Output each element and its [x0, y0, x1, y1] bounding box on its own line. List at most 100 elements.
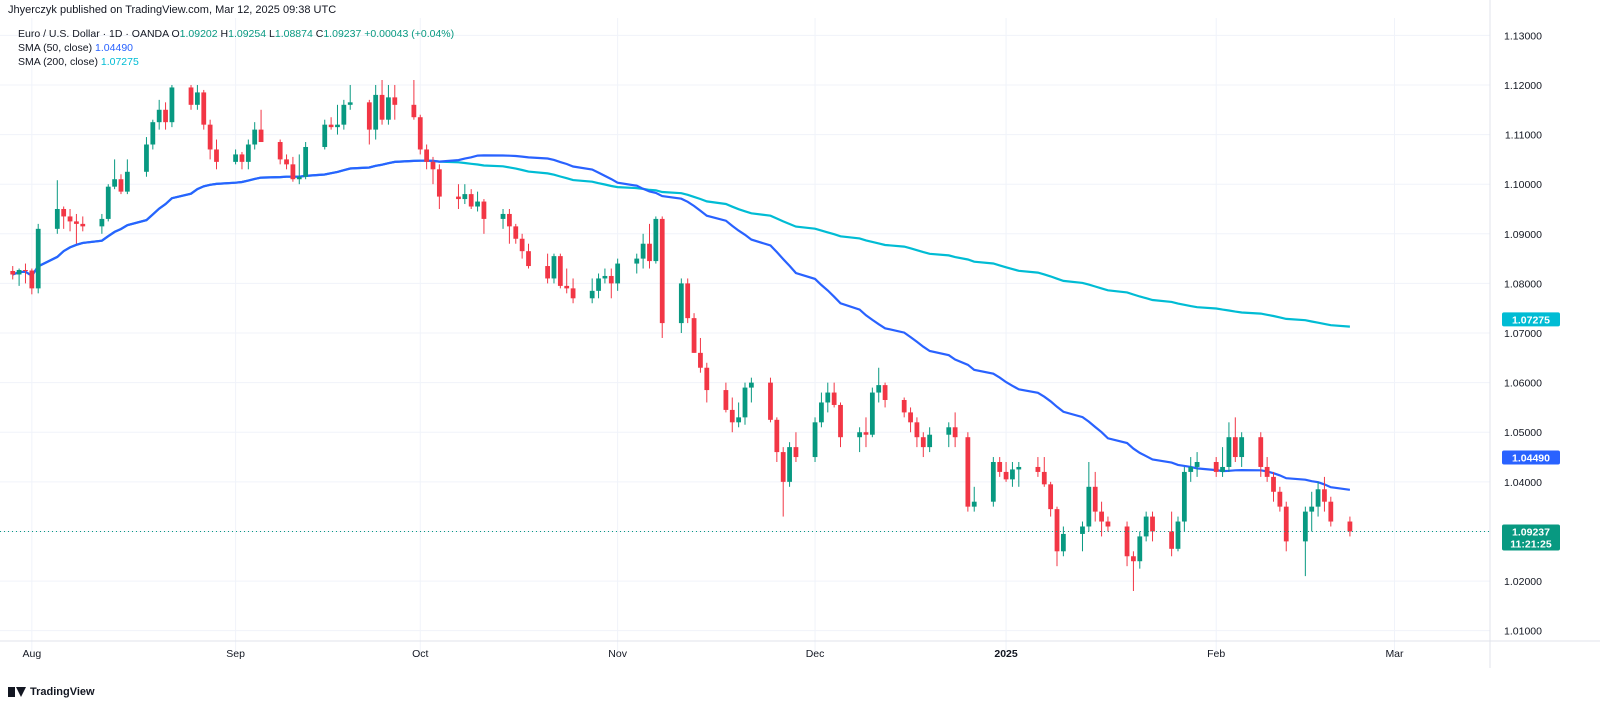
candle	[526, 243, 531, 269]
candle	[245, 139, 251, 170]
candle	[1041, 457, 1047, 487]
candle	[99, 213, 105, 234]
candle	[188, 84, 194, 110]
candle-body	[1347, 521, 1353, 532]
candle-body	[322, 124, 328, 147]
candle-body	[1010, 469, 1015, 480]
candle	[1003, 462, 1009, 482]
candle-body	[971, 501, 977, 507]
sma50-value: 1.04490	[95, 42, 134, 54]
candle	[768, 377, 773, 423]
candle-body	[124, 171, 130, 192]
candle	[1092, 471, 1098, 522]
candle-body	[303, 146, 309, 177]
candle	[990, 457, 996, 507]
candle-body	[838, 404, 843, 438]
candle-body	[819, 402, 824, 423]
candle-body	[61, 208, 67, 217]
candle	[723, 382, 729, 413]
candle	[1150, 511, 1155, 542]
candle	[1137, 531, 1143, 569]
candle	[112, 159, 118, 190]
candle-body	[54, 208, 60, 229]
candle-body	[704, 367, 710, 391]
candle-body	[456, 196, 461, 200]
sma200-label: SMA (200, close)	[18, 56, 98, 68]
candle-body	[1150, 516, 1155, 532]
candle	[882, 382, 888, 408]
candle	[589, 278, 595, 304]
candle	[1232, 417, 1238, 463]
candle	[869, 387, 875, 438]
candle-body	[1041, 471, 1047, 485]
candle-body	[1169, 531, 1175, 549]
candle-body	[188, 87, 194, 105]
y-axis[interactable]: 1.010001.020001.030001.040001.050001.060…	[1489, 0, 1542, 668]
candle-body	[997, 462, 1003, 472]
candle-body	[965, 437, 971, 507]
candle-body	[233, 154, 238, 162]
candle	[1283, 501, 1289, 552]
candle	[475, 191, 480, 212]
candle	[1328, 496, 1334, 527]
candle-body	[678, 283, 684, 324]
candle	[1060, 526, 1066, 557]
candle	[1035, 457, 1041, 477]
tradingview-footer[interactable]: TradingView	[8, 686, 95, 698]
candle	[80, 216, 86, 232]
candle-body	[150, 122, 156, 145]
candle	[997, 457, 1003, 477]
change-value: +0.00043 (+0.04%)	[364, 28, 455, 40]
legend-symbol-row[interactable]: Euro / U.S. Dollar · 1D · OANDA O1.09202…	[18, 28, 454, 40]
candle-body	[207, 124, 213, 150]
candle	[417, 114, 423, 155]
sma50-tag-text: 1.04490	[1512, 453, 1550, 465]
candle	[596, 273, 601, 299]
candle	[54, 180, 60, 234]
candle	[144, 137, 149, 177]
candle-body	[118, 179, 124, 192]
candle-body	[1188, 466, 1194, 472]
x-axis[interactable]: Aug Sep Oct Nov Dec 2025 Feb Mar	[0, 640, 1600, 660]
last-price-tag-bg	[1502, 524, 1560, 551]
candle-body	[507, 213, 512, 227]
candle	[29, 268, 35, 295]
candle	[1188, 457, 1194, 482]
candle-body	[812, 422, 818, 458]
candle-body	[290, 164, 296, 180]
legend-sma200-row[interactable]: SMA (200, close) 1.07275	[18, 56, 139, 68]
candle-body	[195, 92, 200, 105]
candle	[124, 159, 130, 195]
candle	[742, 382, 748, 425]
candle-body	[1226, 437, 1232, 467]
legend-sma50-row[interactable]: SMA (50, close) 1.04490	[18, 42, 133, 54]
candle-body	[347, 102, 353, 105]
candle	[328, 117, 334, 130]
candle-body	[551, 256, 557, 279]
candle	[513, 223, 519, 244]
candle-body	[366, 102, 372, 130]
candle-body	[379, 94, 385, 120]
candle-body	[277, 142, 283, 160]
candle-body	[1181, 471, 1187, 522]
y-tick-label: 1.05000	[1504, 427, 1542, 439]
candle	[214, 139, 219, 170]
candle	[647, 223, 652, 269]
candle	[335, 104, 340, 135]
candle	[462, 184, 468, 205]
candle-body	[481, 201, 487, 219]
x-tick-label: 2025	[994, 648, 1018, 660]
sma200-value: 1.07275	[100, 56, 139, 68]
candle-body	[557, 256, 563, 286]
y-tick-label: 1.09000	[1504, 229, 1542, 241]
candle	[615, 258, 621, 291]
candle-body	[685, 283, 691, 319]
candle	[838, 402, 843, 448]
candle	[1277, 486, 1283, 512]
candle-body	[1054, 509, 1060, 552]
sma50-path	[12, 154, 1351, 491]
tradingview-brand: TradingView	[30, 686, 95, 698]
candle-body	[373, 94, 379, 130]
